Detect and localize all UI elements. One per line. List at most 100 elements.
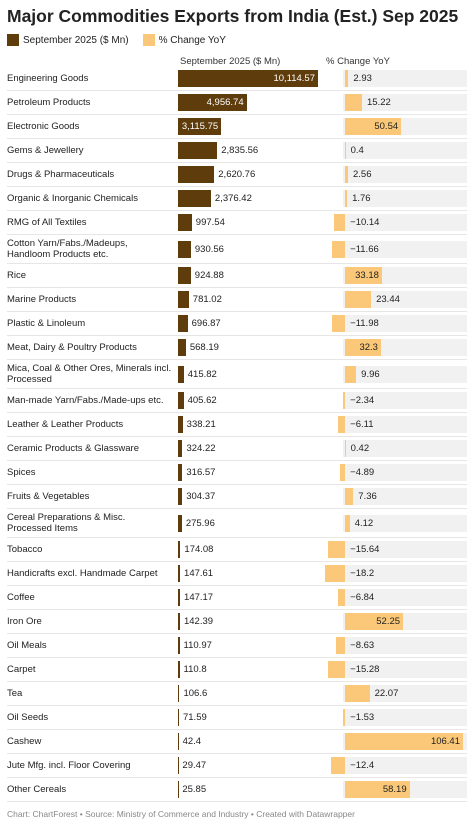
data-label: 42.4 (182, 736, 202, 748)
bar-track (343, 637, 467, 655)
cell: 316.57 (178, 464, 325, 482)
bar (178, 565, 181, 583)
bar (178, 488, 183, 506)
category-label: RMG of All Textiles (7, 210, 178, 236)
bar (178, 589, 181, 607)
category-label: Other Cereals (7, 777, 178, 803)
bar (345, 94, 362, 112)
category-label: Tea (7, 681, 178, 707)
row: Cashew 42.4 106.41 (7, 729, 467, 755)
bar-cell: 29.47 (178, 753, 325, 779)
bar (345, 613, 403, 631)
bar-cell: 0.4 (325, 138, 467, 164)
data-label: 2,835.56 (221, 145, 259, 157)
bar-cell: −18.2 (325, 561, 467, 587)
legend-swatch (7, 34, 19, 46)
cell: 696.87 (178, 315, 325, 333)
cell: 2,376.42 (178, 190, 325, 208)
bar-cell: 2,620.76 (178, 162, 325, 188)
bar-cell: 4.12 (325, 508, 467, 539)
bar (327, 541, 346, 559)
category-label: Carpet (7, 657, 178, 683)
data-label: 106.41 (430, 736, 460, 748)
data-label: 405.62 (187, 395, 217, 407)
row: Oil Seeds 71.59 −1.53 (7, 705, 467, 731)
bar-cell: −8.63 (325, 633, 467, 659)
cell: 15.22 (325, 94, 467, 112)
bar-cell: 2.93 (325, 67, 467, 92)
data-label: −1.53 (350, 712, 375, 724)
bar (331, 315, 346, 333)
data-label: 924.88 (194, 270, 224, 282)
legend-item: % Change YoY (142, 34, 226, 46)
data-label: −4.89 (350, 467, 375, 479)
category-label: Petroleum Products (7, 90, 178, 116)
data-label: 15.22 (367, 97, 391, 109)
data-label: 0.42 (350, 443, 370, 455)
data-label: 2,620.76 (218, 169, 256, 181)
cell: 42.4 (178, 733, 325, 751)
data-label: 568.19 (189, 342, 219, 354)
cell: 275.96 (178, 514, 325, 532)
category-label: Man-made Yarn/Fabs./Made-ups etc. (7, 388, 178, 414)
bar (178, 339, 186, 357)
data-table: Engineering Goods 10,114.57 2.93 Petroleum … (7, 67, 467, 803)
bar (345, 514, 350, 532)
bar-track (343, 214, 467, 232)
category-label: Tobacco (7, 537, 178, 563)
category-label: Electronic Goods (7, 114, 178, 140)
row: Rice 924.88 33.18 (7, 263, 467, 289)
bar (345, 267, 382, 285)
bar-cell: 110.8 (178, 657, 325, 683)
row: Petroleum Products 4,956.74 15.22 (7, 90, 467, 116)
category-label: Oil Meals (7, 633, 178, 659)
bar-cell: −15.28 (325, 657, 467, 683)
data-label: −2.34 (350, 395, 375, 407)
data-label: 106.6 (183, 688, 208, 700)
category-label: Iron Ore (7, 609, 178, 635)
bar (345, 733, 463, 751)
row: Oil Meals 110.97 −8.63 (7, 633, 467, 659)
row: Leather & Leather Products 338.21 −6.11 (7, 412, 467, 438)
bar (178, 416, 183, 434)
bar (178, 440, 183, 458)
bar (332, 240, 346, 258)
category-label: Drugs & Pharmaceuticals (7, 162, 178, 188)
data-label: 7.36 (358, 491, 377, 503)
bar (178, 142, 218, 160)
data-label: −8.63 (350, 640, 375, 652)
footer: Chart: ChartForest • Source: Ministry of… (7, 809, 355, 819)
cell: 2,835.56 (178, 142, 325, 160)
bar-track (343, 589, 467, 607)
row: RMG of All Textiles 997.54 −10.14 (7, 210, 467, 236)
data-label: −10.14 (350, 217, 380, 229)
data-label: −6.11 (350, 419, 374, 431)
bar (178, 166, 215, 184)
bar-cell: 338.21 (178, 412, 325, 438)
bar (178, 514, 182, 532)
bar-track (343, 392, 467, 410)
row: Marine Products 781.02 23.44 (7, 287, 467, 313)
bar-cell: −6.11 (325, 412, 467, 438)
row: Cereal Preparations & Misc. Processed It… (7, 508, 467, 539)
cell: 110.97 (178, 637, 325, 655)
bar-track (343, 661, 467, 679)
category-label: Cereal Preparations & Misc. Processed It… (7, 508, 178, 539)
data-label: 147.61 (184, 568, 214, 580)
data-label: 2.93 (353, 73, 372, 85)
category-label: Leather & Leather Products (7, 412, 178, 438)
cell: −1.53 (325, 709, 467, 727)
bar (178, 613, 180, 631)
bar-cell: 32.3 (325, 335, 467, 361)
data-label: 324.22 (186, 443, 216, 455)
data-label: 52.25 (376, 616, 401, 628)
cell: 4,956.74 (178, 94, 325, 112)
row: Man-made Yarn/Fabs./Made-ups etc. 405.62 −… (7, 388, 467, 414)
bar (338, 416, 346, 434)
data-label: 147.17 (184, 592, 214, 604)
bar (178, 685, 180, 703)
bar-cell: −11.98 (325, 311, 467, 337)
bar-cell: 415.82 (178, 359, 325, 390)
cell: 924.88 (178, 267, 325, 285)
data-label: 174.08 (184, 544, 214, 556)
